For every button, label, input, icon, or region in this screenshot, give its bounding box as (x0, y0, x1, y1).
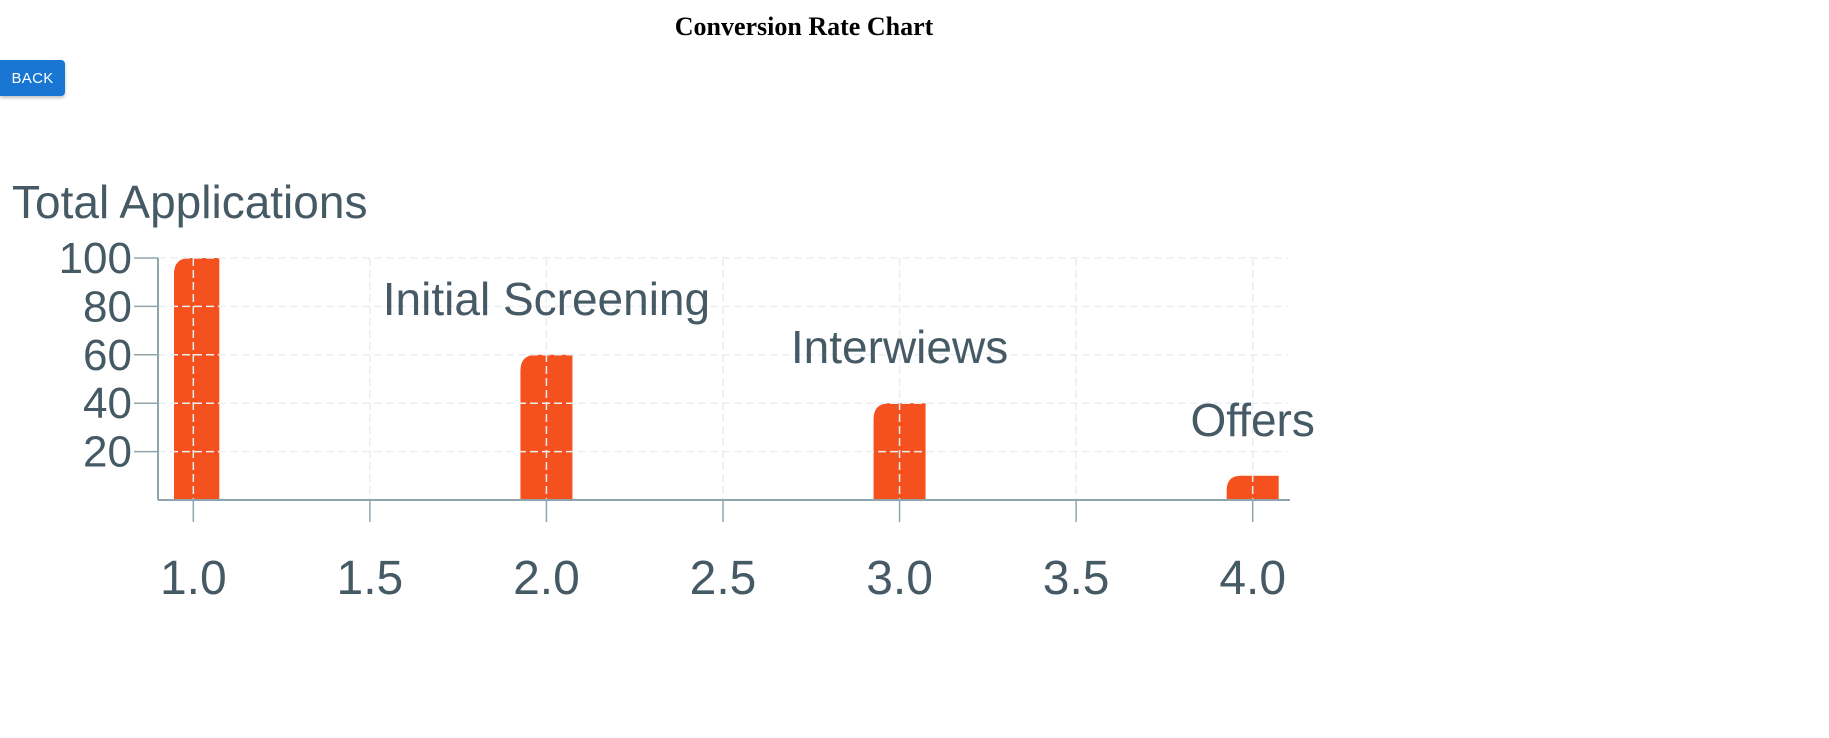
x-tick-label: 1.5 (337, 552, 404, 605)
x-tick-label: 4.0 (1219, 552, 1286, 605)
y-tick-label: 60 (83, 331, 132, 380)
data-label-4: Offers (1190, 394, 1314, 446)
x-tick-label: 3.0 (866, 552, 933, 605)
data-label-1: Total Applications (12, 176, 367, 228)
data-label-2: Initial Screening (383, 273, 710, 325)
x-tick-label: 2.0 (513, 552, 580, 605)
y-tick-label: 20 (83, 428, 132, 477)
data-label-3: Interwiews (791, 321, 1008, 373)
x-tick-label: 2.5 (690, 552, 757, 605)
y-tick-label: 80 (83, 282, 132, 331)
x-tick-label: 1.0 (160, 552, 227, 605)
bar-1 (174, 258, 220, 500)
page-title: Conversion Rate Chart (674, 12, 934, 41)
back-button[interactable]: BACK (0, 60, 65, 96)
y-tick-label: 40 (83, 379, 132, 428)
x-tick-label: 3.5 (1043, 552, 1110, 605)
y-tick-label: 100 (59, 234, 132, 283)
